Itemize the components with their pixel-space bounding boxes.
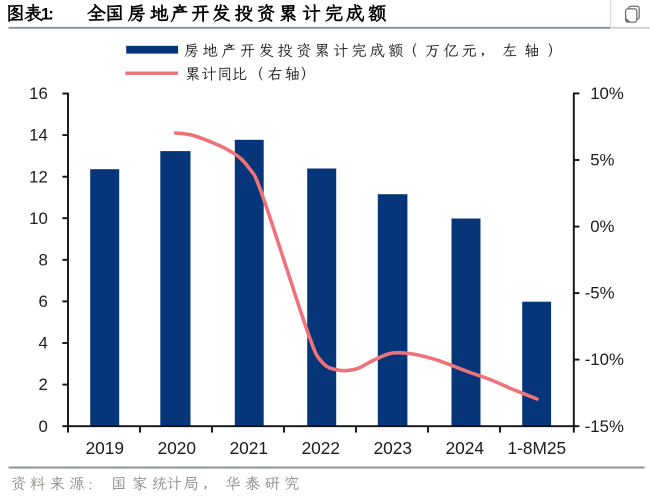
svg-text:8: 8 [38,250,47,269]
svg-text:2023: 2023 [374,438,412,458]
svg-text:0: 0 [38,417,47,436]
svg-text:1: 1 [41,5,50,23]
svg-text:2: 2 [38,375,47,394]
svg-text:6: 6 [38,292,47,311]
svg-text:-5%: -5% [585,284,615,303]
svg-text:14: 14 [29,126,48,145]
svg-text:16: 16 [29,84,48,103]
svg-text::: : [48,5,54,23]
svg-text:5%: 5% [590,151,614,170]
svg-text:2021: 2021 [230,438,268,458]
svg-text:10: 10 [29,209,48,228]
svg-text:4: 4 [38,334,47,353]
svg-text:2024: 2024 [446,438,485,458]
svg-text:0%: 0% [590,217,614,236]
svg-text:12: 12 [29,167,48,186]
svg-text:2019: 2019 [86,438,124,458]
svg-text:-15%: -15% [585,417,624,436]
svg-text:1-8M25: 1-8M25 [507,438,566,458]
svg-text:-10%: -10% [585,350,624,369]
svg-text:2022: 2022 [302,438,340,458]
svg-text:10%: 10% [590,84,624,103]
svg-text:2020: 2020 [158,438,196,458]
